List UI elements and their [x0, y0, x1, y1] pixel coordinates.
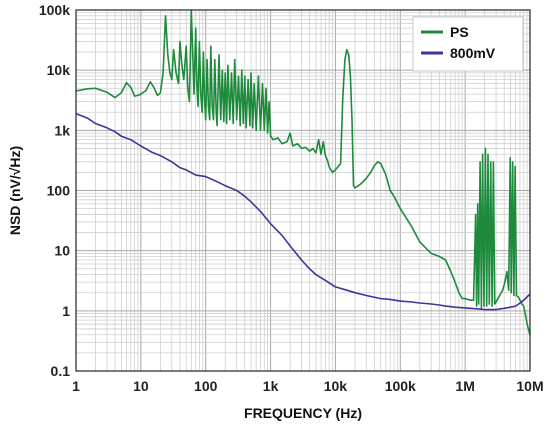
x-tick-label: 100k [385, 378, 416, 394]
series-line-ps [75, 9, 531, 336]
x-tick-label: 1k [263, 378, 279, 394]
x-axis-title: FREQUENCY (Hz) [244, 405, 362, 421]
y-tick-label: 10 [54, 243, 70, 259]
y-axis-title: NSD (nV/√Hz) [7, 146, 23, 235]
legend-box [412, 16, 524, 72]
legend-label: 800mV [450, 45, 496, 61]
x-tick-labels: 1 10 100 1k 10k 100k 1M 10M [72, 378, 544, 394]
y-tick-label: 100 [47, 183, 71, 199]
y-tick-label: 10k [47, 62, 71, 78]
y-tick-label: 0.1 [51, 363, 71, 379]
series-layer [75, 9, 531, 336]
legend: PS 800mV [412, 16, 524, 72]
x-tick-label: 100 [194, 378, 218, 394]
y-tick-label: 1 [62, 303, 70, 319]
x-tick-label: 1 [72, 378, 80, 394]
y-tick-label: 1k [54, 122, 70, 138]
x-tick-label: 10M [516, 378, 543, 394]
x-tick-label: 10 [133, 378, 149, 394]
x-tick-label: 1M [455, 378, 474, 394]
series-line-800mv [75, 112, 531, 311]
x-tick-label: 10k [324, 378, 348, 394]
y-tick-label: 100k [39, 2, 70, 18]
legend-label: PS [450, 24, 469, 40]
y-tick-labels: 0.1 1 10 100 1k 10k 100k [39, 2, 70, 379]
plot-border [75, 9, 531, 372]
